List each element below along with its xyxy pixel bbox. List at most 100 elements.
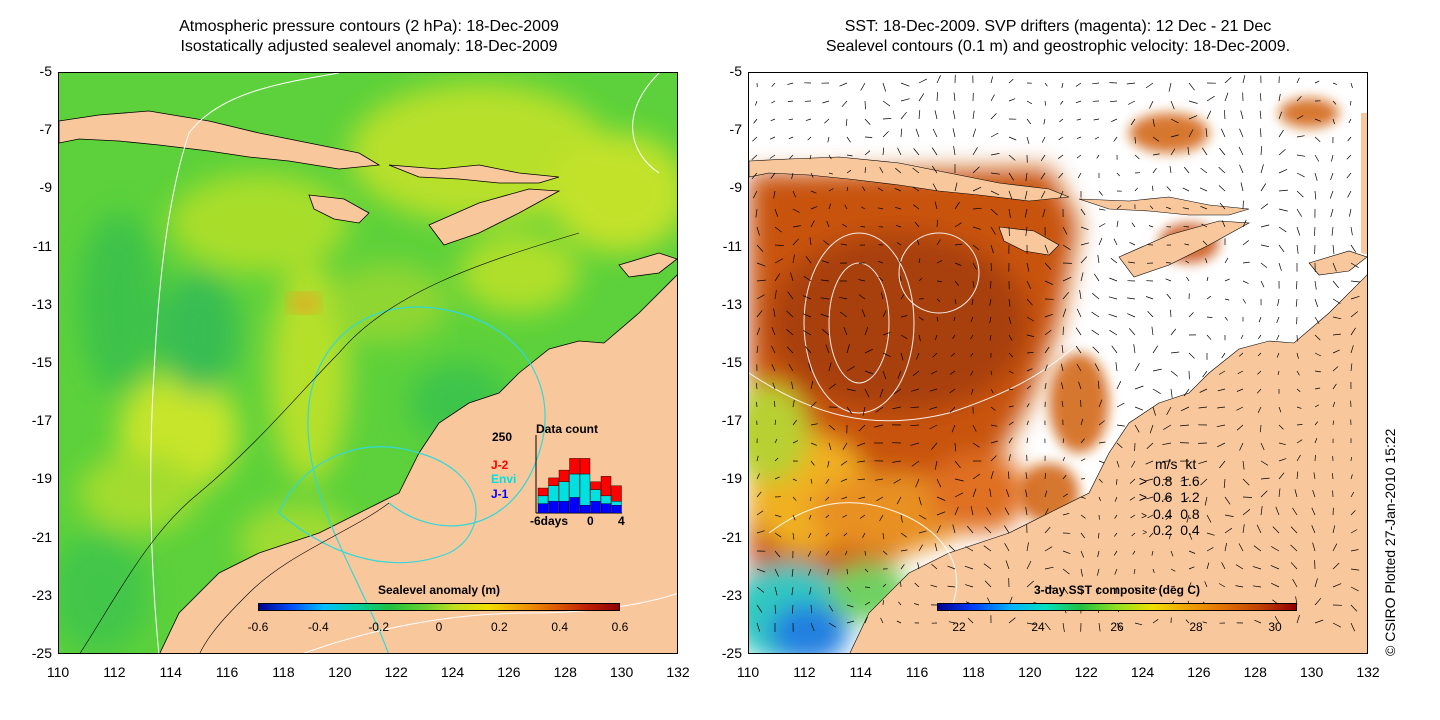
velocity-vector	[1242, 496, 1253, 498]
velocity-vector	[1314, 578, 1318, 588]
velocity-vector	[893, 478, 902, 484]
colorbar-tick-label: 0.2	[490, 620, 508, 634]
velocity-vector	[1199, 388, 1208, 393]
velocity-vector	[810, 460, 815, 466]
velocity-vector	[879, 514, 884, 522]
velocity-vector	[990, 455, 997, 462]
velocity-vector	[1077, 172, 1082, 179]
velocity-vector	[875, 406, 884, 413]
velocity-vector	[1271, 546, 1280, 552]
velocity-vector	[1026, 542, 1029, 552]
velocity-vector	[774, 514, 782, 518]
velocity-vector	[789, 154, 794, 160]
velocity-vector	[1008, 136, 1017, 141]
velocity-vector	[864, 326, 869, 336]
velocity-vector	[1278, 93, 1281, 102]
velocity-vector	[821, 260, 830, 264]
velocity-vector	[1350, 549, 1359, 552]
velocity-vector	[771, 82, 776, 87]
velocity-vector	[1221, 220, 1226, 228]
velocity-vector	[810, 442, 818, 446]
velocity-vector	[1116, 442, 1123, 449]
velocity-vector	[1224, 514, 1234, 517]
velocity-vector	[1025, 507, 1028, 516]
velocity-vector	[931, 147, 938, 156]
velocity-vector	[914, 221, 920, 228]
velocity-vector	[1044, 364, 1048, 372]
velocity-vector	[1252, 566, 1262, 570]
velocity-vector	[1205, 128, 1208, 138]
velocity-vector	[954, 298, 957, 305]
velocity-vector	[1198, 406, 1208, 409]
velocity-vector	[949, 406, 956, 413]
velocity-vector	[954, 492, 964, 498]
velocity-vector	[1257, 370, 1262, 375]
velocity-vector	[1007, 471, 1010, 480]
velocity-vector	[842, 223, 848, 228]
velocity-arrow-icon: >	[1141, 511, 1147, 522]
velocity-vector	[1008, 388, 1014, 390]
velocity-vector	[1311, 507, 1316, 516]
velocity-vector	[1188, 100, 1198, 104]
velocity-vector	[1314, 421, 1319, 426]
velocity-vector	[846, 344, 850, 354]
velocity-vector	[1295, 298, 1298, 307]
velocity-vector	[1080, 568, 1083, 577]
velocity-vector	[820, 313, 830, 318]
velocity-vector	[1296, 154, 1306, 157]
velocity-vector	[802, 313, 812, 318]
velocity-vector	[1332, 82, 1338, 85]
velocity-vector	[1133, 344, 1136, 354]
velocity-vector	[911, 388, 920, 392]
velocity-vector	[1278, 262, 1282, 271]
velocity-vector	[990, 244, 994, 254]
velocity-vector	[858, 424, 866, 432]
velocity-vector	[1242, 280, 1249, 284]
velocity-vector	[1170, 100, 1175, 110]
velocity-vector	[1168, 82, 1172, 92]
velocity-vector	[1080, 438, 1085, 444]
velocity-vector	[828, 154, 832, 160]
velocity-vector	[859, 514, 866, 519]
velocity-vector	[1076, 154, 1082, 159]
velocity-vector	[971, 298, 974, 306]
y-tick-label: -19	[31, 470, 52, 487]
velocity-vector	[1004, 507, 1010, 516]
velocity-vector	[1220, 128, 1226, 138]
velocity-vector	[1062, 622, 1065, 632]
velocity-vector	[990, 440, 998, 444]
velocity-vector	[1278, 226, 1287, 233]
velocity-vector	[792, 496, 797, 501]
velocity-vector	[1332, 383, 1337, 390]
velocity-vector	[1242, 240, 1250, 246]
velocity-vector	[1115, 362, 1118, 372]
velocity-vector	[1026, 420, 1029, 426]
velocity-vector	[1187, 146, 1190, 156]
velocity-vector	[967, 525, 974, 534]
velocity-vector	[774, 419, 777, 426]
velocity-vector	[1199, 187, 1208, 192]
velocity-vector	[825, 514, 830, 518]
velocity-vector	[900, 334, 908, 340]
velocity-vector	[1296, 471, 1299, 480]
velocity-vector	[1332, 349, 1340, 354]
right-title-line2: Sealevel contours (0.1 m) and geostrophi…	[825, 38, 1291, 55]
velocity-arrow-icon: >	[1138, 489, 1147, 505]
velocity-vector	[967, 617, 974, 624]
velocity-vector	[990, 471, 994, 480]
colorbar-tick-label: 0.6	[611, 620, 629, 634]
histogram-bar	[600, 476, 612, 497]
velocity-vector	[1152, 153, 1160, 156]
velocity-vector	[1185, 260, 1190, 264]
velocity-vector	[846, 154, 853, 157]
velocity-vector	[1278, 244, 1285, 253]
velocity-vector	[1026, 560, 1032, 570]
velocity-vector	[828, 383, 837, 390]
velocity-vector	[1058, 136, 1064, 141]
velocity-vector	[972, 488, 977, 498]
x-tick-label: 130	[1299, 664, 1324, 680]
velocity-vector	[918, 110, 921, 120]
velocity-vector	[1180, 406, 1190, 412]
velocity-vector	[1096, 154, 1100, 159]
velocity-vector	[1278, 208, 1288, 212]
